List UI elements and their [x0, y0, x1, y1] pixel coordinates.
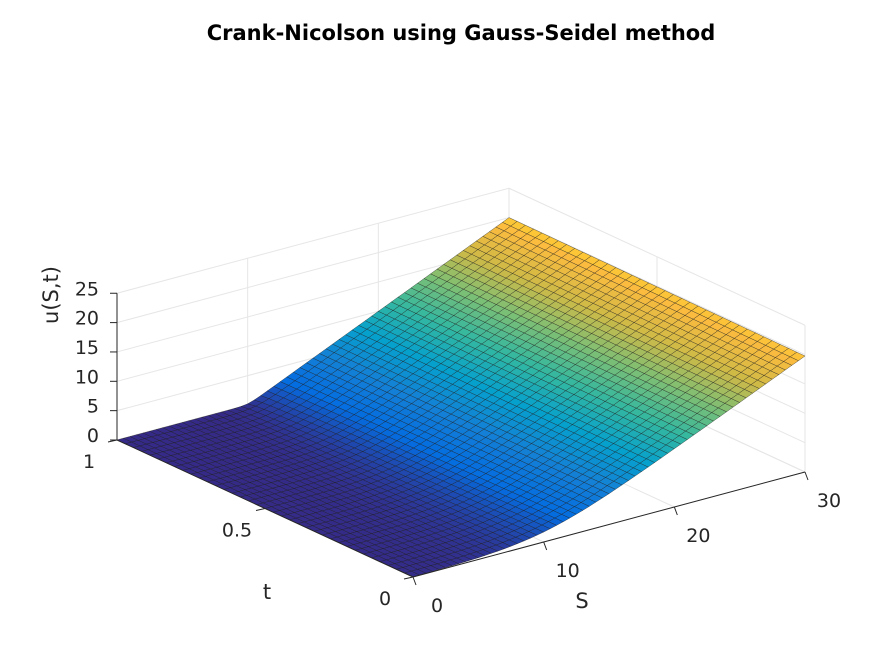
z-axis-label: u(S,t) — [39, 266, 63, 324]
surface-mesh — [116, 217, 806, 577]
x-axis-line — [412, 471, 806, 578]
y-tick-label: 0.5 — [222, 520, 252, 542]
x-axis-label: S — [575, 589, 588, 613]
surface-patch — [789, 351, 806, 361]
x-tick-label: 30 — [817, 490, 841, 512]
y-tick-label: 1 — [83, 451, 95, 473]
x-tick-label: 10 — [556, 560, 580, 582]
y-tick-mark — [255, 508, 266, 511]
y-tick-mark — [403, 576, 414, 580]
chart-title: Crank-Nicolson using Gauss-Seidel method — [207, 21, 716, 45]
axes — [107, 292, 809, 586]
x-tick-label: 0 — [431, 595, 443, 617]
z-tick-label: 20 — [75, 308, 99, 330]
x-tick-mark — [412, 576, 417, 586]
z-tick-label: 10 — [75, 366, 99, 388]
z-tick-label: 0 — [87, 425, 99, 447]
grid-line — [508, 217, 806, 356]
grid-line — [508, 187, 806, 326]
x-tick-mark — [673, 506, 678, 516]
grid-line — [116, 217, 510, 324]
z-tick-label: 5 — [87, 396, 99, 418]
grid-line — [116, 187, 510, 294]
z-tick-label: 15 — [75, 337, 99, 359]
y-axis-label: t — [263, 580, 271, 604]
x-tick-label: 20 — [686, 525, 710, 547]
z-tick-label: 25 — [75, 278, 99, 300]
x-tick-mark — [543, 541, 548, 551]
y-tick-label: 0 — [379, 588, 391, 610]
x-tick-mark — [804, 471, 809, 481]
